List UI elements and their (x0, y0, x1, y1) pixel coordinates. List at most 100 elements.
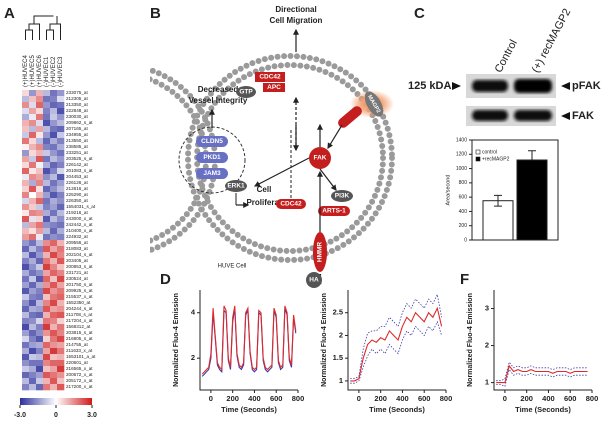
heatmap-cell (57, 204, 65, 211)
row-label: 238585_at (66, 144, 88, 149)
diagram-label: HUVE Cell (218, 264, 247, 270)
heatmap-cell (36, 258, 44, 265)
protein-label: FAK (314, 155, 327, 162)
heatmap-cell (36, 288, 44, 295)
heatmap-cell (36, 282, 44, 289)
heatmap-cell (29, 366, 37, 373)
heatmap-cell (36, 336, 44, 343)
arrow (253, 157, 310, 187)
heatmap-cell (29, 336, 37, 343)
y-tick-label: 0 (464, 237, 467, 243)
heatmap-cell (57, 168, 65, 175)
heatmap-cell (29, 258, 37, 265)
heatmap-cell (57, 240, 65, 247)
heatmap-cell (36, 252, 44, 259)
colorbar (20, 398, 92, 405)
protein-label: PI3K (335, 193, 350, 200)
row-label: 225290_at (66, 192, 88, 197)
protein-label: HMMR (317, 242, 324, 263)
row-label: 209556_at (66, 240, 88, 245)
heatmap-cell (29, 246, 37, 253)
heatmap-cell (36, 144, 44, 151)
protein-label: CDC42 (259, 74, 281, 81)
heatmap-cell (50, 360, 58, 367)
row-label: 222848_at (66, 108, 88, 113)
row-label: 212305_at (66, 96, 88, 101)
pointer (561, 112, 570, 120)
heatmap-cell (36, 324, 44, 331)
heatmap-cell (36, 384, 44, 391)
heatmap-cell (57, 234, 65, 241)
heatmap-cell (22, 162, 30, 169)
heatmap-cell (22, 288, 30, 295)
heatmap-cell (57, 312, 65, 319)
heatmap-cell (50, 132, 58, 139)
heatmap-cell (29, 384, 37, 391)
protein (318, 206, 350, 216)
heatmap-cell (50, 174, 58, 181)
heatmap-cell (22, 108, 30, 115)
heatmap-cell (22, 156, 30, 163)
heatmap-cell (22, 186, 30, 193)
heatmap-cell (43, 234, 51, 241)
heatmap-cell (29, 210, 37, 217)
heatmap-cell (29, 198, 37, 205)
heatmap-cell (22, 132, 30, 139)
band (472, 80, 508, 92)
diagram-label: Directional (275, 5, 316, 14)
x-axis-label: Time (Seconds) (515, 405, 571, 414)
panel-label: B (150, 5, 161, 22)
protein-label: HA (309, 277, 319, 284)
heatmap-cell (57, 384, 65, 391)
heatmap-cell (57, 252, 65, 259)
heatmap-cell (36, 138, 44, 145)
heatmap-cell (29, 276, 37, 283)
heatmap-cell (50, 270, 58, 277)
protein (306, 272, 322, 288)
line (496, 361, 588, 382)
heatmap-cell (50, 336, 58, 343)
heatmap-cell (36, 120, 44, 127)
heatmap-cell (57, 228, 65, 235)
heatmap-cell (36, 342, 44, 349)
error-bar (528, 150, 536, 160)
heatmap-cell (43, 114, 51, 121)
heatmap-cell (50, 342, 58, 349)
heatmap-cell (43, 252, 51, 259)
heatmap-cell (22, 342, 30, 349)
row-label: 211708_s_at (66, 312, 93, 317)
heatmap-cell (50, 384, 58, 391)
heatmap-cell (36, 264, 44, 271)
y-tick-label: 2 (339, 330, 343, 339)
row-label: 226350_at (66, 198, 88, 203)
protein (276, 199, 306, 209)
arrow (327, 124, 343, 150)
heatmap-cell (36, 372, 44, 379)
heatmap-cell (22, 180, 30, 187)
heatmap-cell (22, 102, 30, 109)
y-axis-label: Normalized Fluo-4 Emission (467, 293, 474, 387)
row-label: 230524_at (66, 276, 88, 281)
heatmap-cell (36, 132, 44, 139)
y-tick-label: 600 (459, 194, 468, 200)
heatmap-cell (22, 318, 30, 325)
heatmap-cell (50, 294, 58, 301)
row-label: 224932_at (66, 234, 88, 239)
x-tick-label: 600 (418, 394, 431, 403)
heatmap-cell (57, 174, 65, 181)
heatmap-cell (22, 168, 30, 175)
column-label: (+)HUVEC5 (30, 54, 36, 87)
heatmap-cell (43, 240, 51, 247)
heatmap-cell (29, 120, 37, 127)
x-tick-label: 0 (503, 394, 507, 403)
heatmap-cell (57, 258, 65, 265)
heatmap-cell (57, 192, 65, 199)
heatmap-cell (50, 96, 58, 103)
row-label: 1553101_a_at (66, 354, 96, 359)
heatmap-cell (36, 192, 44, 199)
row-label: 201083_s_at (66, 168, 93, 173)
heatmap-cell (43, 216, 51, 223)
y-axis-label: Area/second (445, 175, 451, 206)
heatmap-cell (22, 330, 30, 337)
heatmap-cell (29, 186, 37, 193)
